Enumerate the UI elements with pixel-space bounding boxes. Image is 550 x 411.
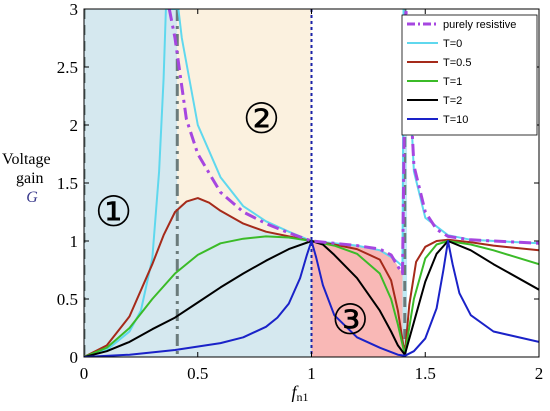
x-axis-label-sub: n1	[297, 390, 309, 404]
legend-label: T=0.5	[443, 57, 471, 69]
y-tick-label: 1	[70, 232, 79, 251]
y-axis-label-symbol: G	[2, 188, 62, 207]
y-tick-label: 2.5	[57, 58, 78, 77]
y-axis-label: Voltage gain G	[2, 150, 76, 207]
y-axis-label-line2: gain	[2, 170, 44, 187]
legend: purely resistive T=0 T=0.5 T=1 T=2 T=10	[402, 15, 537, 135]
y-tick-label: 3	[70, 0, 79, 19]
x-tick-label: 1	[307, 364, 316, 383]
x-tick-label: 0.5	[187, 364, 208, 383]
x-tick-label: 2	[535, 364, 544, 383]
x-axis-label: fn1	[291, 382, 308, 404]
x-tick-label: 1.5	[415, 364, 436, 383]
region-label-2: ②	[243, 97, 281, 143]
y-tick-label: 0.5	[57, 290, 78, 309]
region-label-1: ①	[95, 190, 133, 236]
x-tick-label: 0	[80, 364, 89, 383]
legend-label: T=1	[443, 76, 462, 88]
legend-label: T=2	[443, 95, 462, 107]
legend-label: T=0	[443, 38, 462, 50]
y-axis-label-line1: Voltage	[2, 151, 51, 168]
region-label-3: ③	[331, 298, 369, 344]
legend-label: T=10	[443, 114, 468, 126]
y-tick-label: 0	[70, 348, 79, 367]
y-tick-label: 2	[70, 116, 79, 135]
legend-label: purely resistive	[443, 19, 516, 31]
legend-box	[402, 15, 537, 135]
